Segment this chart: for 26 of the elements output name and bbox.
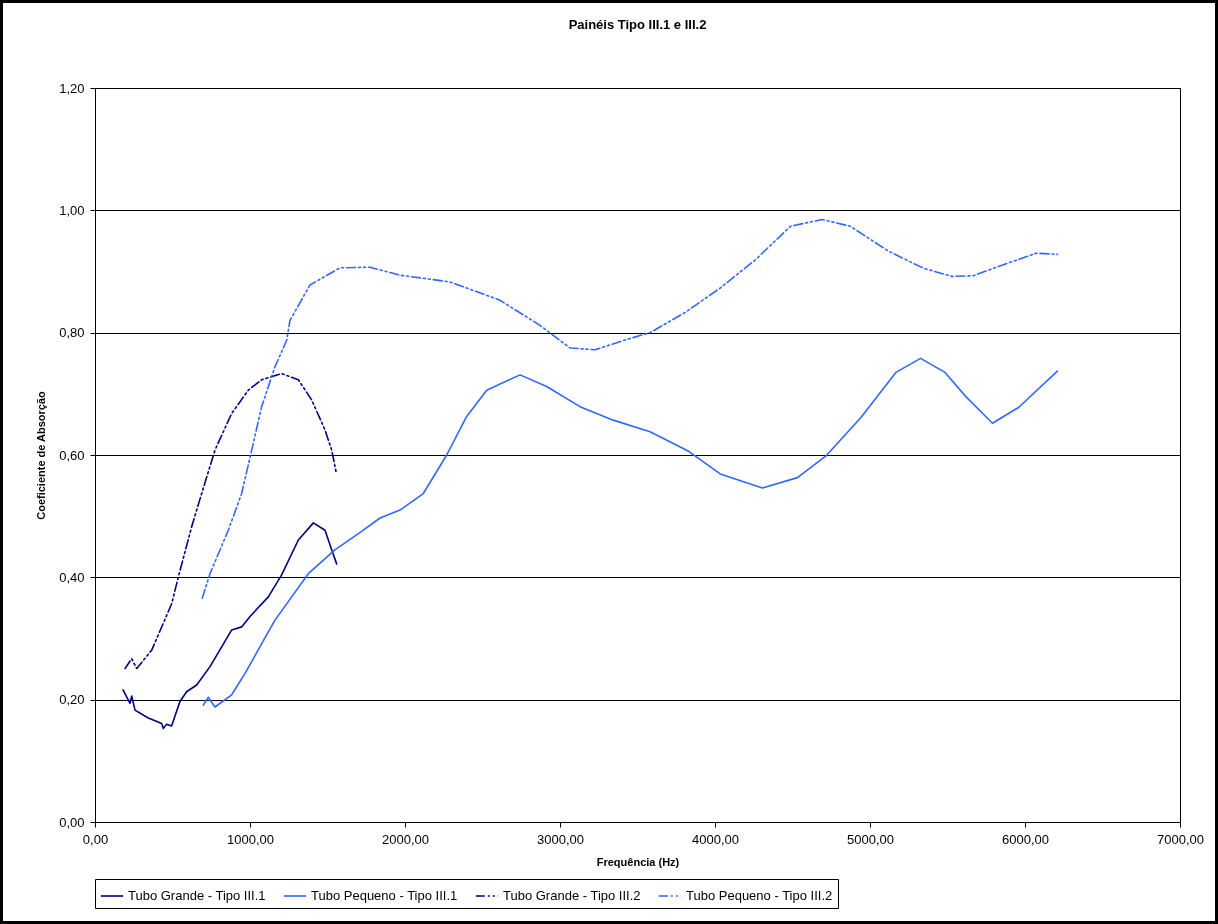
y-tick-label: 0,00 [59,814,85,830]
y-tick-label: 0,40 [59,569,85,585]
chart-title: Painéis Tipo III.1 e III.2 [568,17,707,32]
x-tick-label: 7000,00 [1157,831,1204,847]
legend-label: Tubo Grande - Tipo III.1 [128,888,266,903]
y-tick-label: 1,00 [59,202,85,218]
x-tick-label: 0,00 [82,831,109,847]
x-tick-label: 4000,00 [692,831,739,847]
line-series [201,218,1059,599]
x-tick-label: 6000,00 [1002,831,1049,847]
y-tick-label: 0,60 [59,447,85,463]
legend-label: Tubo Pequeno - Tipo III.1 [311,888,458,903]
y-axis-title: Coeficiente de Absorção [35,390,48,520]
y-tick-label: 0,20 [59,692,85,708]
x-axis-title: Frequência (Hz) [596,855,680,868]
legend-label: Tubo Pequeno - Tipo III.2 [686,888,833,903]
y-tick-label: 0,80 [59,325,85,341]
y-tick-label: 1,20 [59,80,85,96]
x-tick-label: 5000,00 [847,831,894,847]
legend-label: Tubo Grande - Tipo III.2 [503,888,641,903]
x-tick-label: 3000,00 [537,831,584,847]
line-series [124,372,337,670]
x-tick-label: 1000,00 [227,831,274,847]
x-tick-label: 2000,00 [382,831,429,847]
line-series [122,522,338,730]
line-series [202,357,1059,708]
